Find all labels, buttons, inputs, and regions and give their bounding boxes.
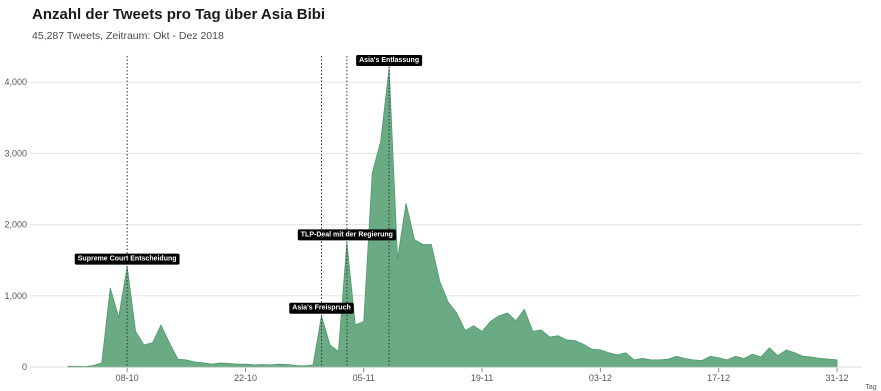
chart-subtitle: 45,287 Tweets, Zeitraum: Okt - Dez 2018 (32, 30, 224, 42)
x-tick-label: 22-10 (234, 373, 257, 383)
event-lines (126, 56, 390, 367)
annotation-label: Supreme Court Entscheidung (78, 256, 177, 263)
annotation-box (289, 302, 354, 314)
area-series (67, 67, 838, 368)
y-tick-label: 4,000 (4, 77, 27, 87)
y-tick-label: 0 (22, 362, 27, 372)
y-tick-label: 3,000 (4, 148, 27, 158)
annotation-label: Asia's Freispruch (292, 305, 350, 312)
x-tick-label: 05-11 (353, 373, 375, 383)
x-tick-label: 17-12 (707, 373, 730, 383)
x-tick-label: 08-10 (116, 373, 139, 383)
annotation-label: Asia's Entlassung (359, 57, 419, 64)
x-tick-label: 31-12 (825, 373, 848, 383)
annotation-label: TLP-Deal mit der Regierung (301, 231, 393, 238)
x-tick-label: 19-11 (471, 373, 493, 383)
y-tick-label: 2,000 (4, 220, 27, 230)
y-tick-label: 1,000 (4, 291, 27, 301)
area-mark (67, 67, 838, 368)
axes: 0 1,000 2,000 3,000 4,000 08-10 22-10 05-11 19-1… (4, 77, 876, 391)
annotations: Supreme Court Entscheidung Asia's Freispr… (74, 55, 423, 314)
annotation-box (74, 253, 180, 265)
x-axis-label: Tag (865, 384, 876, 391)
x-tick-label: 03-12 (589, 373, 612, 383)
chart-title: Anzahl der Tweets pro Tag über Asia Bibi (32, 6, 326, 23)
annotation-box (356, 55, 423, 66)
annotation-box (297, 229, 396, 241)
